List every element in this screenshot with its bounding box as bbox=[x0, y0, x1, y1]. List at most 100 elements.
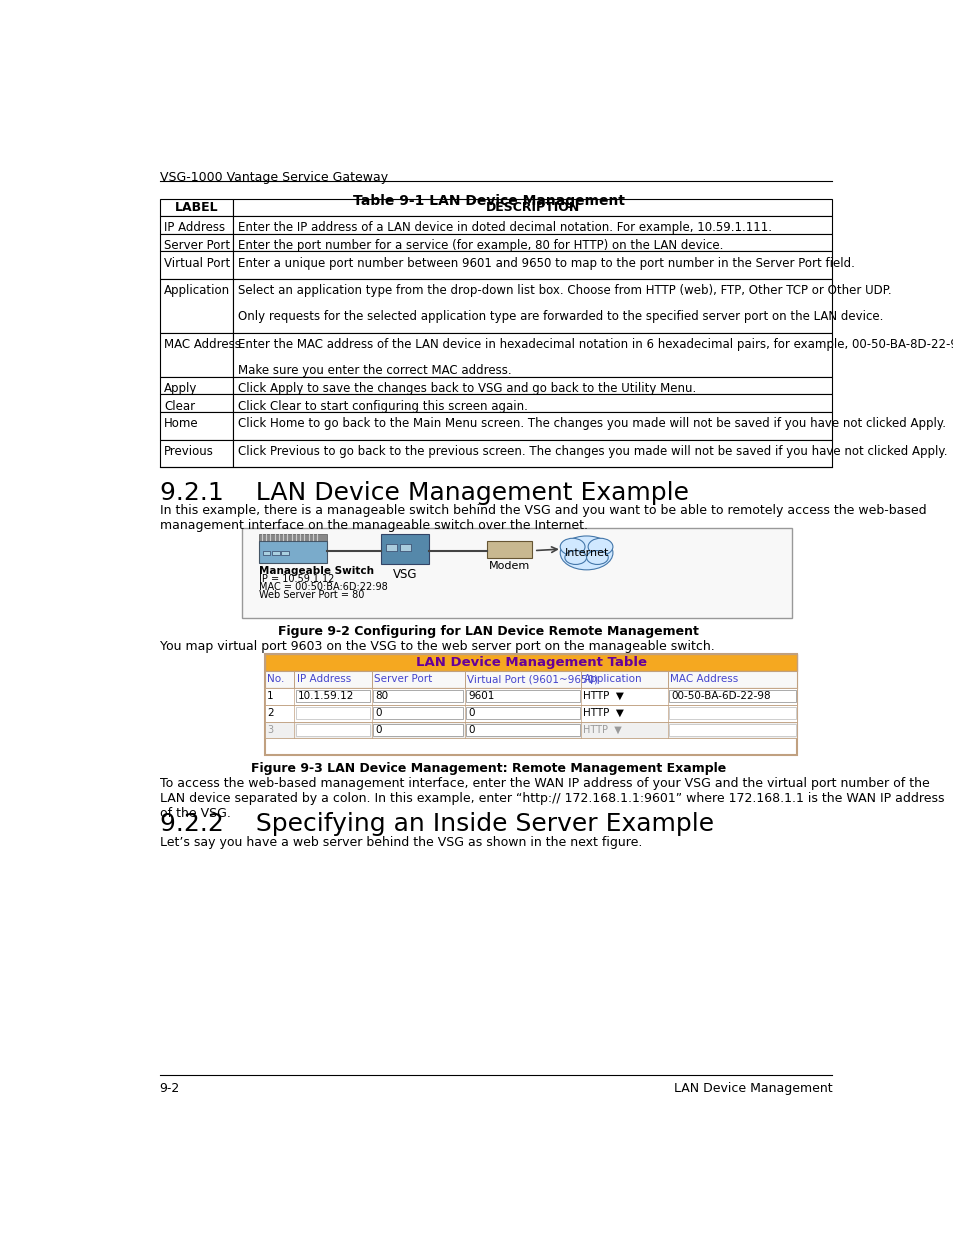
Text: Apply: Apply bbox=[164, 382, 197, 395]
Text: 9.2.1    LAN Device Management Example: 9.2.1 LAN Device Management Example bbox=[159, 482, 688, 505]
Text: Click Clear to start configuring this screen again.: Click Clear to start configuring this sc… bbox=[237, 400, 527, 412]
Bar bbox=[272, 551, 279, 556]
Text: Server Port: Server Port bbox=[374, 674, 432, 684]
Text: HTTP  ▼: HTTP ▼ bbox=[583, 725, 621, 735]
Text: LABEL: LABEL bbox=[174, 201, 218, 214]
Bar bbox=[281, 551, 289, 556]
Text: Modem: Modem bbox=[489, 562, 530, 572]
Text: Select an application type from the drop-down list box. Choose from HTTP (web), : Select an application type from the drop… bbox=[237, 284, 890, 298]
Bar bbox=[159, 216, 233, 233]
Bar bbox=[265, 653, 797, 671]
Text: Previous: Previous bbox=[164, 445, 213, 458]
Bar bbox=[265, 688, 797, 705]
Text: VSG: VSG bbox=[393, 568, 417, 580]
Bar bbox=[233, 377, 831, 394]
Text: IP Address: IP Address bbox=[164, 221, 225, 235]
Text: Only requests for the selected application type are forwarded to the specified s: Only requests for the selected applicati… bbox=[237, 310, 882, 322]
Bar bbox=[233, 216, 831, 233]
Bar bbox=[373, 724, 463, 736]
Bar bbox=[233, 252, 831, 279]
Bar bbox=[258, 541, 327, 563]
Bar bbox=[159, 233, 233, 252]
Bar bbox=[233, 440, 831, 467]
Text: No.: No. bbox=[267, 674, 284, 684]
Text: 9-2: 9-2 bbox=[159, 1082, 179, 1095]
Bar bbox=[399, 545, 410, 551]
Bar bbox=[233, 412, 831, 440]
Bar bbox=[159, 279, 233, 333]
Ellipse shape bbox=[559, 536, 612, 569]
Bar bbox=[295, 706, 370, 719]
Text: Application: Application bbox=[583, 674, 641, 684]
Text: Enter the MAC address of the LAN device in hexadecimal notation in 6 hexadecimal: Enter the MAC address of the LAN device … bbox=[237, 338, 953, 351]
Text: MAC Address: MAC Address bbox=[164, 338, 241, 351]
Text: 2: 2 bbox=[267, 708, 274, 718]
Bar bbox=[381, 534, 429, 564]
Bar bbox=[466, 724, 579, 736]
Bar bbox=[295, 690, 370, 703]
Text: Figure 9-2 Configuring for LAN Device Remote Management: Figure 9-2 Configuring for LAN Device Re… bbox=[278, 625, 699, 637]
Bar bbox=[159, 377, 233, 394]
Bar bbox=[258, 534, 327, 541]
Text: Click Home to go back to the Main Menu screen. The changes you made will not be : Click Home to go back to the Main Menu s… bbox=[237, 417, 944, 430]
Text: MAC = 00:50:BA:6D:22:98: MAC = 00:50:BA:6D:22:98 bbox=[258, 582, 387, 592]
Text: Figure 9-3 LAN Device Management: Remote Management Example: Figure 9-3 LAN Device Management: Remote… bbox=[251, 762, 726, 774]
Bar bbox=[669, 690, 795, 703]
Text: Internet: Internet bbox=[564, 548, 608, 558]
Bar bbox=[466, 690, 579, 703]
Bar bbox=[373, 690, 463, 703]
Text: Virtual Port: Virtual Port bbox=[164, 257, 231, 269]
Text: 0: 0 bbox=[468, 725, 474, 735]
Text: 80: 80 bbox=[375, 692, 388, 701]
Text: 0: 0 bbox=[374, 708, 380, 718]
Bar bbox=[265, 721, 797, 739]
Text: 9601: 9601 bbox=[468, 692, 494, 701]
Bar bbox=[265, 653, 797, 756]
Ellipse shape bbox=[559, 538, 584, 556]
Text: In this example, there is a manageable switch behind the VSG and you want to be : In this example, there is a manageable s… bbox=[159, 504, 925, 532]
Text: 10.1.59.12: 10.1.59.12 bbox=[297, 692, 354, 701]
Bar bbox=[262, 551, 270, 556]
Text: Make sure you enter the correct MAC address.: Make sure you enter the correct MAC addr… bbox=[237, 363, 511, 377]
Bar bbox=[373, 706, 463, 719]
Bar bbox=[669, 706, 795, 719]
Text: IP = 10.59.1.12: IP = 10.59.1.12 bbox=[258, 574, 334, 584]
Bar bbox=[159, 412, 233, 440]
Text: 0: 0 bbox=[375, 708, 381, 718]
Text: Enter a unique port number between 9601 and 9650 to map to the port number in th: Enter a unique port number between 9601 … bbox=[237, 257, 854, 269]
Text: DESCRIPTION: DESCRIPTION bbox=[485, 201, 579, 214]
Bar bbox=[487, 541, 532, 558]
Bar bbox=[466, 706, 579, 719]
Text: Application: Application bbox=[164, 284, 230, 298]
Text: 0: 0 bbox=[467, 708, 474, 718]
Text: 9601: 9601 bbox=[467, 692, 493, 701]
Text: Home: Home bbox=[164, 417, 198, 430]
Text: 00-50-BA-6D-22-98: 00-50-BA-6D-22-98 bbox=[670, 692, 769, 701]
Text: MAC Address: MAC Address bbox=[670, 674, 738, 684]
Text: VSG-1000 Vantage Service Gateway: VSG-1000 Vantage Service Gateway bbox=[159, 172, 387, 184]
Text: 9.2.2    Specifying an Inside Server Example: 9.2.2 Specifying an Inside Server Exampl… bbox=[159, 813, 713, 836]
Bar bbox=[385, 545, 396, 551]
Text: 00-50-BA-6D-22-98: 00-50-BA-6D-22-98 bbox=[670, 692, 770, 701]
Ellipse shape bbox=[586, 551, 608, 564]
Text: Click Previous to go back to the previous screen. The changes you made will not : Click Previous to go back to the previou… bbox=[237, 445, 946, 458]
Text: Let’s say you have a web server behind the VSG as shown in the next figure.: Let’s say you have a web server behind t… bbox=[159, 836, 641, 848]
Text: Click Apply to save the changes back to VSG and go back to the Utility Menu.: Click Apply to save the changes back to … bbox=[237, 382, 696, 395]
Text: 80: 80 bbox=[374, 692, 387, 701]
Ellipse shape bbox=[587, 538, 612, 556]
Bar bbox=[159, 394, 233, 412]
Bar bbox=[159, 199, 233, 216]
Text: You map virtual port 9603 on the VSG to the web server port on the manageable sw: You map virtual port 9603 on the VSG to … bbox=[159, 640, 714, 653]
Bar bbox=[159, 252, 233, 279]
Bar bbox=[265, 671, 797, 688]
Text: Enter the IP address of a LAN device in doted decimal notation. For example, 10.: Enter the IP address of a LAN device in … bbox=[237, 221, 771, 235]
Text: LAN Device Management: LAN Device Management bbox=[673, 1082, 831, 1095]
Bar bbox=[233, 333, 831, 377]
Text: Server Port: Server Port bbox=[164, 240, 230, 252]
Text: To access the web-based management interface, enter the WAN IP address of your V: To access the web-based management inter… bbox=[159, 777, 943, 820]
Text: Manageable Switch: Manageable Switch bbox=[258, 566, 374, 576]
Text: HTTP  ▼: HTTP ▼ bbox=[583, 692, 623, 701]
Bar bbox=[233, 199, 831, 216]
Text: 0: 0 bbox=[374, 725, 380, 735]
Text: Web Server Port = 80: Web Server Port = 80 bbox=[258, 590, 364, 600]
